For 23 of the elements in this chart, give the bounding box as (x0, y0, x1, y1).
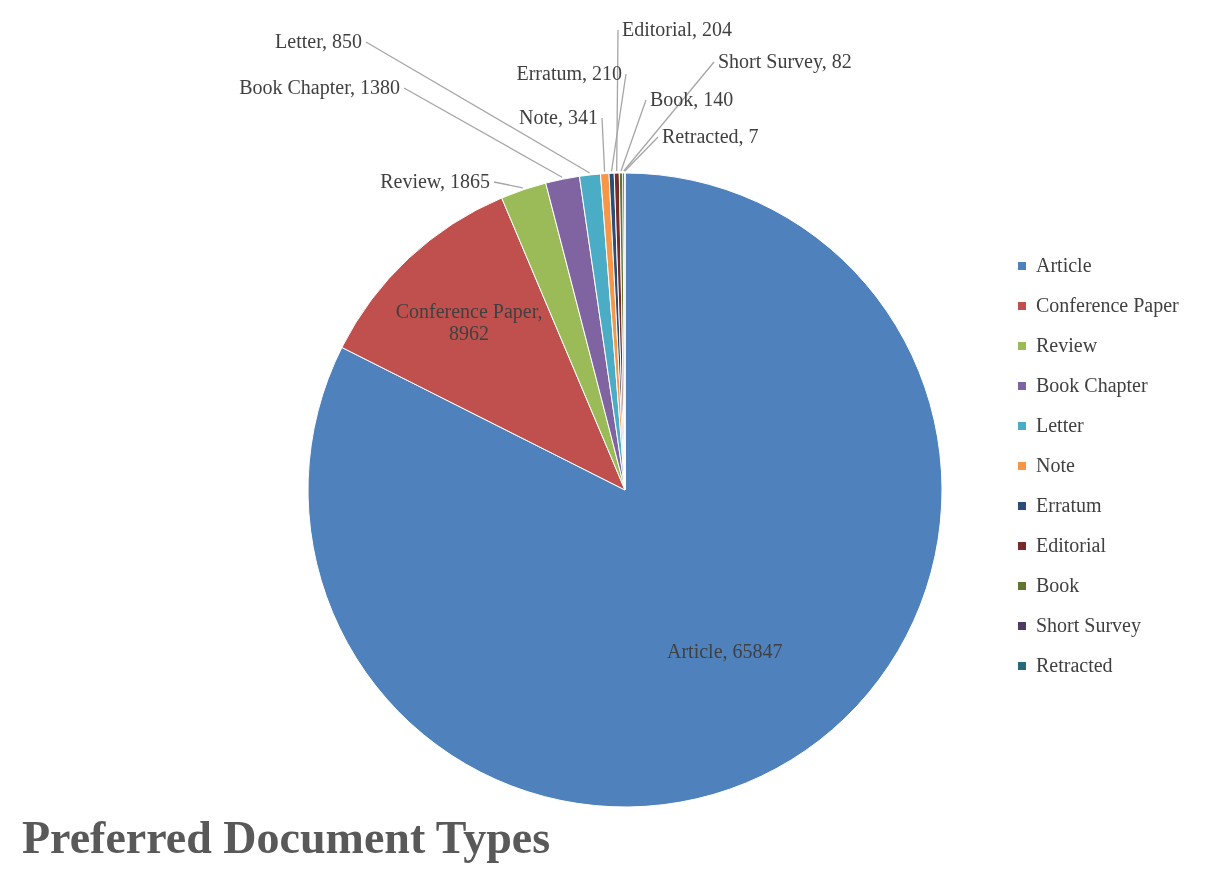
legend-label: Editorial (1036, 534, 1107, 556)
legend-label: Note (1036, 454, 1075, 476)
data-label: Conference Paper, 8962 (395, 300, 543, 345)
data-label: Review, 1865 (380, 170, 490, 192)
data-label: Editorial, 204 (622, 18, 732, 40)
data-label: Letter, 850 (275, 30, 363, 52)
data-label: Article, 65847 (667, 639, 783, 662)
legend-label: Letter (1036, 414, 1085, 436)
legend-label: Review (1036, 334, 1098, 356)
data-label: Note, 341 (519, 106, 599, 128)
legend-label: Retracted (1036, 654, 1113, 676)
data-label: Book Chapter, 1380 (239, 76, 401, 99)
data-label: Short Survey, 82 (718, 50, 852, 73)
data-label: Erratum, 210 (516, 62, 622, 84)
legend-label: Book Chapter (1036, 374, 1148, 397)
text: Preferred Document Types (22, 812, 551, 863)
data-label: Book, 140 (650, 88, 734, 110)
legend-label: Short Survey (1036, 614, 1141, 637)
legend-label: Article (1036, 254, 1092, 276)
legend-label: Conference Paper (1036, 294, 1180, 317)
legend-label: Book (1036, 574, 1080, 596)
data-label: Retracted, 7 (662, 125, 759, 147)
legend-label: Erratum (1036, 494, 1102, 516)
